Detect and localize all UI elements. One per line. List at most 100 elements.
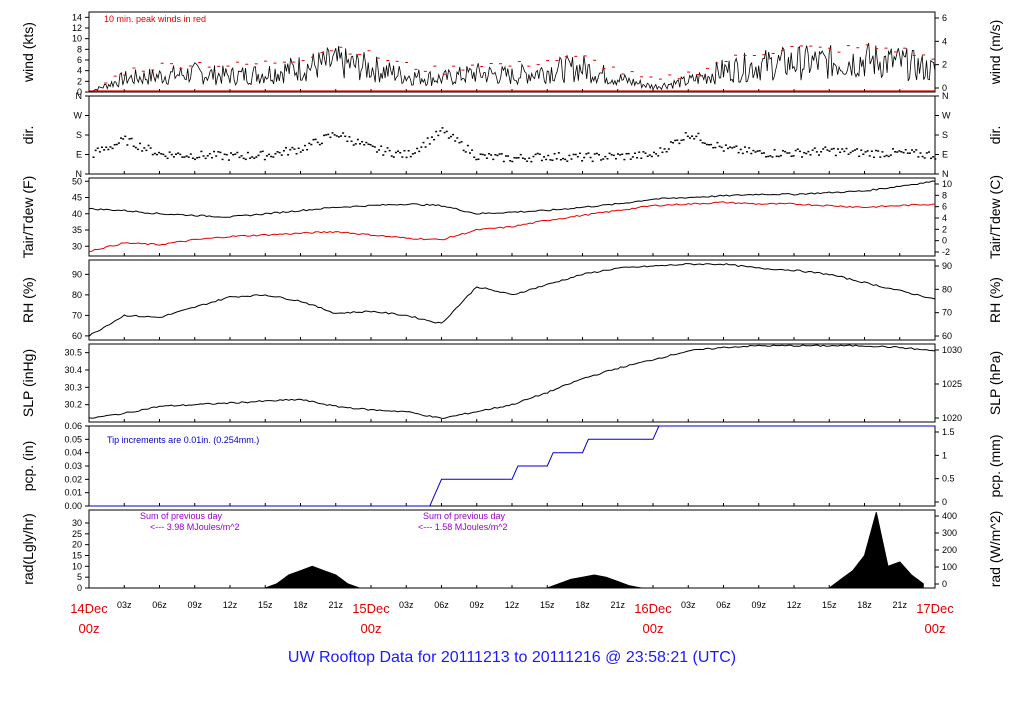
dir-point: [407, 150, 410, 152]
dir-point: [200, 150, 203, 153]
dir-point: [105, 146, 108, 148]
dir-point: [263, 158, 266, 161]
dir-point: [329, 136, 332, 139]
xtick-label: 18z: [293, 600, 308, 610]
dir-point: [183, 156, 186, 158]
peak-wind-mark: [405, 61, 409, 63]
dir-point: [762, 152, 765, 154]
ylabel-radiation: rad(Lgly/hr): [20, 513, 36, 585]
dir-point: [676, 139, 679, 141]
dir-point: [809, 154, 812, 156]
dir-point: [270, 155, 273, 158]
dir-point: [534, 153, 537, 156]
dir-point: [428, 143, 431, 145]
dir-point: [289, 148, 292, 151]
peak-wind-mark: [837, 51, 841, 53]
peak-wind-mark: [593, 59, 597, 61]
dir-point: [877, 150, 880, 152]
dir-point: [113, 143, 116, 146]
dir-point: [731, 147, 734, 149]
dir-point: [669, 141, 672, 143]
dir-point: [919, 152, 922, 154]
dir-point: [655, 153, 658, 155]
dir-point: [847, 153, 850, 155]
dir-point: [820, 151, 823, 153]
dir-point: [378, 149, 381, 151]
dir-point: [111, 147, 114, 150]
ylabel-rh: RH (%): [20, 277, 36, 323]
dir-point: [204, 157, 207, 160]
dir-point: [293, 148, 296, 150]
dir-point: [600, 159, 603, 161]
dir-point: [162, 153, 165, 156]
peak-wind-mark: [734, 54, 738, 56]
dir-point: [904, 148, 907, 151]
dir-point: [320, 142, 323, 145]
ylabel-precip: pcp. (in): [20, 441, 36, 492]
dir-point: [653, 151, 655, 154]
peak-wind-mark: [790, 46, 794, 48]
dir-point: [430, 136, 433, 138]
ytick-label: 30.2: [64, 400, 82, 410]
dir-point: [441, 127, 444, 129]
dir-point: [843, 150, 846, 153]
dir-point: [422, 141, 425, 144]
ytick-right-label: 10: [942, 179, 952, 189]
dir-point: [344, 135, 347, 138]
ytick-label: 0.05: [64, 434, 82, 444]
dir-point: [124, 135, 127, 138]
ytick-label: 10: [72, 34, 82, 44]
dir-point: [638, 151, 641, 153]
dir-point: [373, 146, 376, 148]
dir-point: [490, 154, 493, 156]
peak-wind-mark: [414, 68, 418, 70]
dir-point: [439, 130, 442, 132]
dir-point: [591, 160, 594, 163]
dir-point: [608, 152, 611, 155]
peak-wind-mark: [207, 66, 211, 68]
dir-point: [832, 147, 835, 150]
dir-point: [500, 153, 503, 155]
xtick-label: 09z: [469, 600, 484, 610]
dir-point: [352, 144, 355, 146]
dir-point: [891, 148, 894, 150]
dir-point: [166, 157, 169, 160]
dir-point: [145, 149, 148, 152]
dir-point: [741, 152, 744, 155]
dir-point: [866, 150, 869, 152]
dir-point: [115, 143, 118, 146]
dir-point: [194, 158, 197, 161]
dir-point: [494, 153, 497, 156]
peak-wind-mark: [311, 56, 315, 58]
dir-point: [265, 155, 268, 157]
dir-point: [134, 146, 137, 149]
peak-wind-mark: [489, 63, 493, 65]
dir-point: [198, 156, 201, 159]
ytick-label: 0.03: [64, 461, 82, 471]
dir-point: [181, 156, 184, 158]
peak-wind-mark: [461, 69, 465, 71]
dir-point: [274, 153, 277, 155]
dir-point: [94, 149, 97, 152]
dir-point: [314, 138, 317, 141]
ytick-label: 0: [77, 583, 82, 593]
day-hour-label: 00z: [361, 621, 382, 636]
rad-annotation: Sum of previous day: [140, 511, 223, 521]
dir-point: [743, 146, 746, 148]
dir-point: [276, 151, 279, 153]
dir-point: [733, 146, 736, 148]
dir-point: [456, 137, 459, 139]
dir-point: [382, 154, 385, 156]
dir-point: [367, 143, 370, 145]
dir-point: [284, 147, 287, 149]
dir-point: [414, 152, 417, 154]
peak-wind-mark: [621, 73, 625, 75]
peak-wind-mark: [132, 67, 136, 69]
dir-point: [356, 138, 359, 141]
peak-wind-mark: [254, 63, 258, 65]
dir-point: [509, 160, 512, 162]
dir-point: [583, 156, 586, 159]
dir-point: [921, 155, 924, 158]
dir-point: [640, 157, 643, 160]
dir-point: [170, 153, 173, 156]
